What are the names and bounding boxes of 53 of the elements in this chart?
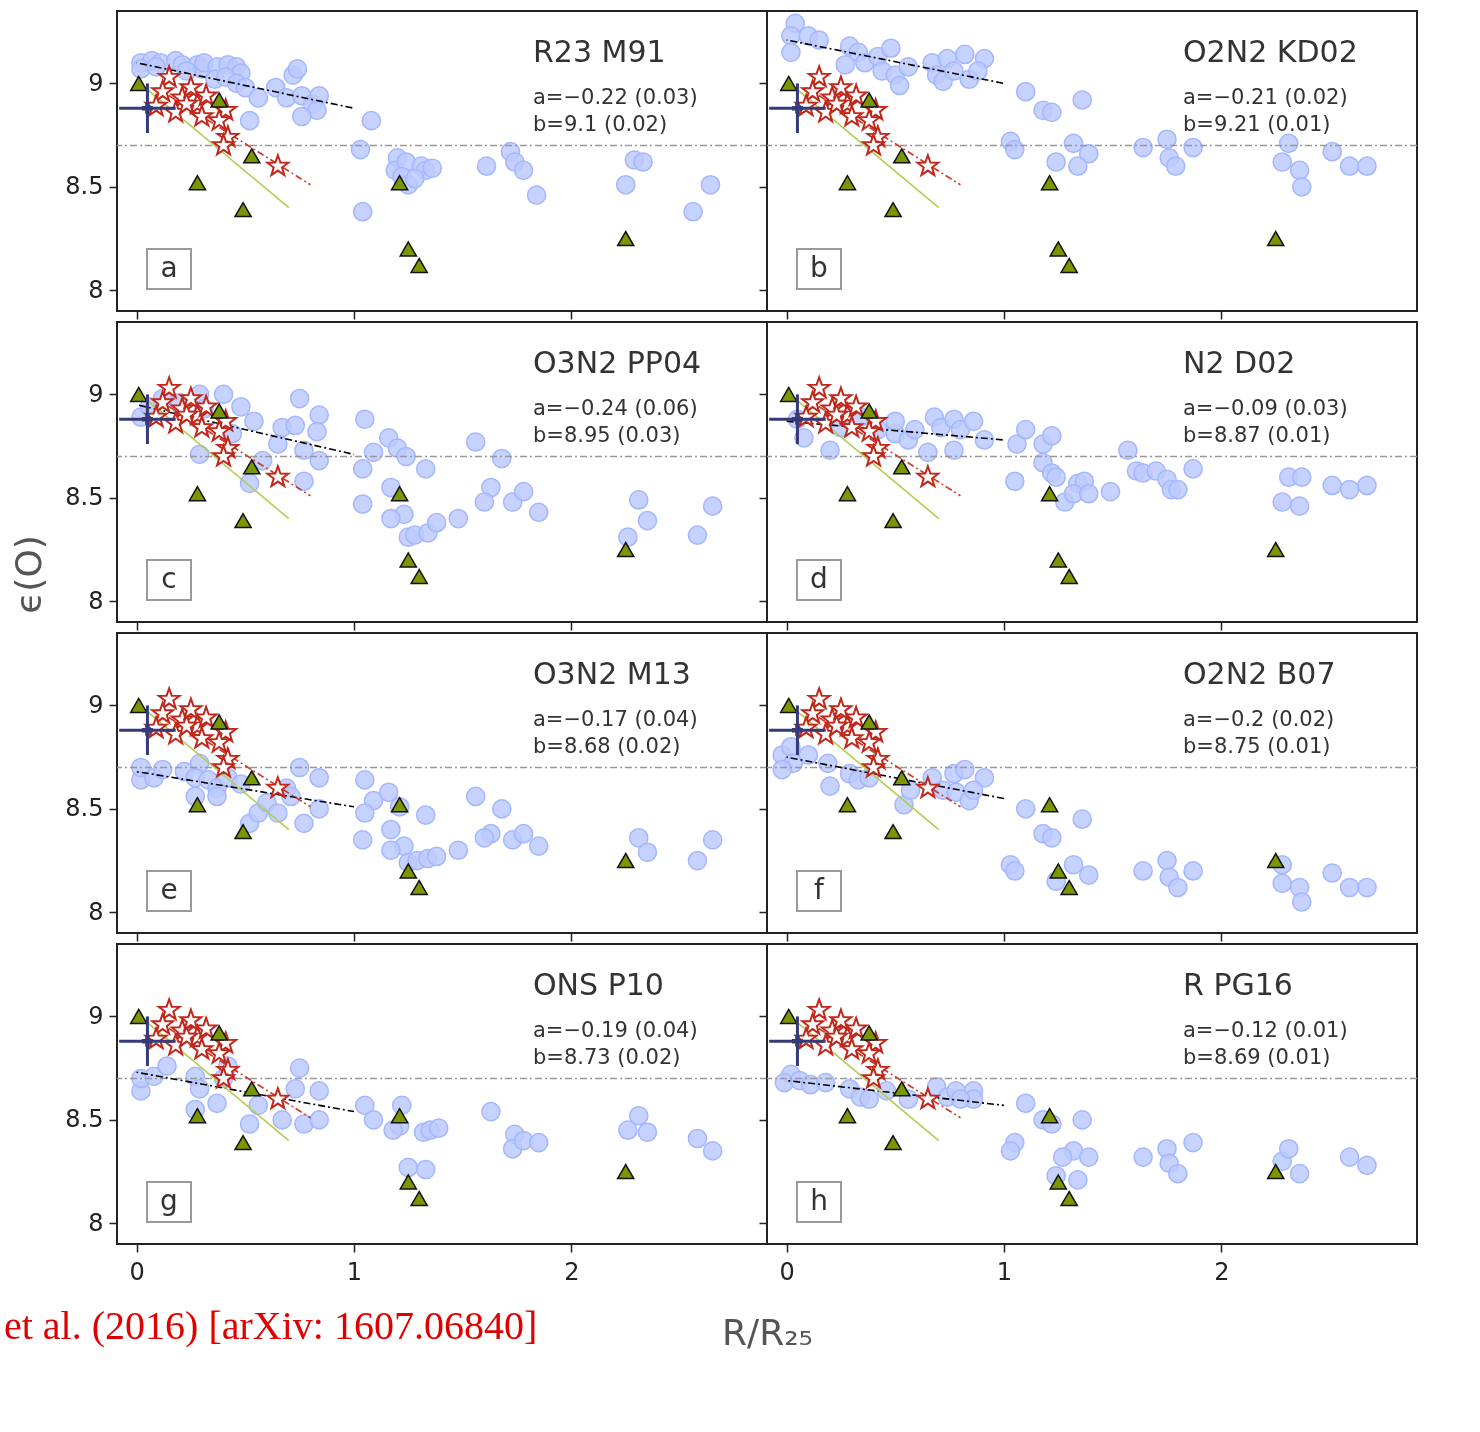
- annotation: a=−0.22 (0.03): [533, 85, 698, 109]
- annotation: R PG16: [1183, 967, 1293, 1002]
- annotation: a=−0.19 (0.04): [533, 1018, 698, 1042]
- annotation: O2N2 B07: [1183, 656, 1336, 691]
- annotation: N2 D02: [1183, 345, 1296, 380]
- annotation: a=−0.2 (0.02): [1183, 707, 1335, 731]
- annotation: c: [161, 562, 177, 595]
- annotation: ONS P10: [533, 967, 664, 1002]
- y-tick-label: 8: [88, 897, 104, 926]
- y-tick-label: 8.5: [65, 483, 104, 512]
- x-tick-label: 1: [996, 1257, 1013, 1286]
- annotation: a=−0.17 (0.04): [533, 707, 698, 731]
- x-tick-label: 0: [129, 1257, 145, 1286]
- annotation: O3N2 M13: [533, 656, 691, 691]
- y-tick-label: 9: [88, 690, 104, 719]
- annotation: a=−0.09 (0.03): [1183, 396, 1348, 420]
- annotation: b=8.75 (0.01): [1183, 734, 1331, 758]
- annotation: b=8.69 (0.01): [1183, 1045, 1331, 1069]
- annotation: b=8.95 (0.03): [533, 423, 681, 447]
- y-tick-label: 8.5: [65, 1105, 104, 1134]
- y-tick-label: 9: [88, 1001, 104, 1030]
- annotation: b: [810, 251, 828, 284]
- x-tick-label: 2: [564, 1257, 580, 1286]
- annotation: a=−0.12 (0.01): [1183, 1018, 1348, 1042]
- y-tick-label: 8: [88, 275, 104, 304]
- y-tick-label: 9: [88, 379, 104, 408]
- y-tick-label: 8.5: [65, 794, 104, 823]
- x-tick-label: 2: [1214, 1257, 1230, 1286]
- x-axis-title: R/R₂₅: [721, 1311, 814, 1353]
- annotation: O2N2 KD02: [1183, 34, 1358, 69]
- annotation: d: [810, 562, 828, 595]
- annotation: b=9.21 (0.01): [1183, 112, 1331, 136]
- annotation: g: [160, 1184, 178, 1217]
- annotation: h: [810, 1184, 828, 1217]
- annotation: e: [160, 873, 178, 906]
- annotation: b=8.87 (0.01): [1183, 423, 1331, 447]
- y-tick-label: 8: [88, 1208, 104, 1237]
- annotation: R23 M91: [533, 34, 666, 69]
- annotation: a=−0.24 (0.06): [533, 396, 698, 420]
- annotation: f: [814, 873, 826, 906]
- annotation: b=8.68 (0.02): [533, 734, 681, 758]
- annotation: O3N2 PP04: [533, 345, 702, 380]
- annotation: a=−0.21 (0.02): [1183, 85, 1348, 109]
- x-tick-label: 1: [346, 1257, 363, 1286]
- y-tick-label: 8: [88, 586, 104, 615]
- y-axis-title: ϵ(O): [7, 535, 49, 614]
- annotation: a: [160, 251, 178, 284]
- y-tick-label: 9: [88, 68, 104, 97]
- y-tick-label: 8.5: [65, 172, 104, 201]
- annotation: b=8.73 (0.02): [533, 1045, 681, 1069]
- annotation: b=9.1 (0.02): [533, 112, 668, 136]
- x-tick-label: 0: [779, 1257, 795, 1286]
- text: et al. (2016) [arXiv: 1607.06840]: [4, 1303, 538, 1348]
